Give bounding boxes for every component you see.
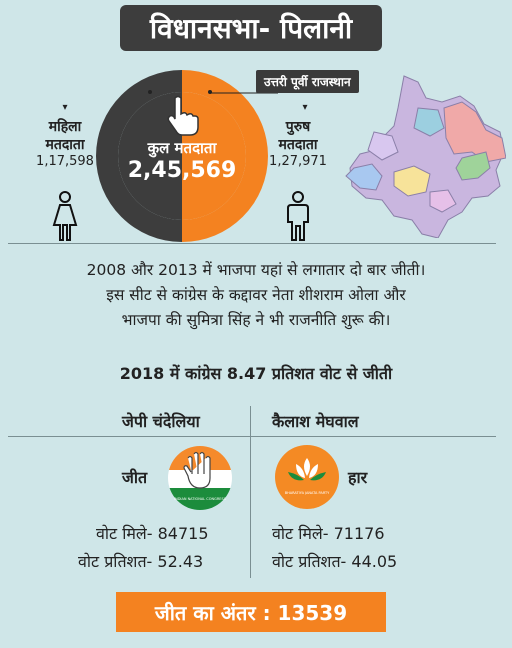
- divider-candidates: [8, 436, 496, 437]
- loser-votes: वोट मिले- 71176: [272, 524, 385, 543]
- bjp-logo-text: BHARATIYA JANATA PARTY: [285, 491, 330, 495]
- male-marker: ▾: [302, 102, 308, 113]
- loser-percent: वोट प्रतिशत- 44.05: [272, 552, 398, 571]
- summary-line-2: इस सीट से कांग्रेस के कद्दावर नेता शीशरा…: [106, 286, 406, 304]
- page-title: विधानसभा- पिलानी: [120, 5, 382, 51]
- male-count: 1,27,971: [269, 154, 327, 169]
- female-marker: ▾: [62, 102, 68, 113]
- winner-percent: वोट प्रतिशत- 52.43: [78, 552, 204, 571]
- female-count: 1,17,598: [36, 154, 94, 169]
- result-heading: 2018 में कांग्रेस 8.47 प्रतिशत वोट से जी…: [119, 364, 393, 383]
- male-label-2: मतदाता: [278, 137, 318, 153]
- region-tag: उत्तरी पूर्वी राजस्थान: [256, 70, 359, 93]
- female-label-2: मतदाता: [45, 137, 85, 153]
- male-person-icon: [287, 191, 309, 241]
- winner-votes: वोट मिले- 84715: [96, 524, 209, 543]
- male-stat: पुरुष मतदाता 1,27,971: [258, 118, 338, 169]
- rajasthan-map: [345, 75, 506, 238]
- female-segment: [96, 70, 182, 242]
- female-stat: महिला मतदाता 1,17,598: [20, 118, 110, 169]
- winner-name: जेपी चंदेलिया: [122, 412, 200, 431]
- bjp-lotus-icon: BHARATIYA JANATA PARTY: [275, 445, 339, 509]
- summary-text: 2008 और 2013 में भाजपा यहां से लगातार दो…: [20, 258, 492, 333]
- inc-logo-text: INDIAN NATIONAL CONGRESS: [174, 497, 227, 501]
- total-label: कुल मतदाता: [147, 139, 217, 157]
- divider-top: [8, 243, 496, 244]
- female-person-icon: [52, 191, 78, 241]
- total-voters: कुल मतदाता 2,45,569: [112, 138, 252, 183]
- win-margin: जीत का अंतर : 13539: [116, 592, 386, 632]
- summary-line-1: 2008 और 2013 में भाजपा यहां से लगातार दो…: [86, 261, 426, 279]
- loser-name: कैलाश मेघवाल: [272, 412, 359, 431]
- divider-vertical: [250, 406, 251, 578]
- winner-result: जीत: [122, 468, 148, 487]
- male-label-1: पुरुष: [285, 119, 311, 135]
- female-label-1: महिला: [48, 119, 82, 135]
- inner-left: [118, 92, 182, 220]
- connector-line: [210, 92, 278, 94]
- voter-donut: [96, 70, 268, 242]
- male-segment: [182, 70, 268, 242]
- summary-line-3: भाजपा की सुमित्रा सिंह ने भी राजनीति शुर…: [121, 311, 391, 329]
- congress-hand-icon: INDIAN NATIONAL CONGRESS: [168, 446, 232, 510]
- loser-result: हार: [348, 468, 368, 487]
- total-count: 2,45,569: [127, 158, 237, 183]
- hand-pointer-icon: [167, 95, 199, 136]
